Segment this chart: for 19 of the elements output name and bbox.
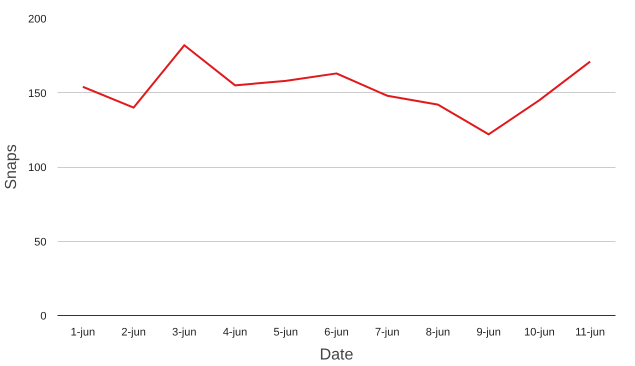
y-tick-label: 50 [34, 236, 47, 248]
x-tick-label: 8-jun [426, 326, 450, 338]
line-series [82, 44, 592, 136]
y-axis-title: Snaps [3, 144, 20, 190]
x-tick-label: 10-jun [524, 326, 555, 338]
x-tick-label: 11-jun [575, 326, 606, 338]
x-tick-label: 3-jun [172, 326, 197, 338]
y-tick-label: 150 [28, 88, 47, 100]
y-tick-label: 100 [28, 162, 47, 174]
x-tick-label: 9-jun [476, 326, 501, 338]
x-axis-title: Date [320, 346, 354, 364]
y-tick-label: 0 [40, 310, 47, 322]
x-tick-label: 1-jun [70, 326, 96, 338]
x-tick-label: 7-jun [374, 326, 400, 338]
x-tick-label: 4-jun [222, 326, 248, 338]
x-tick-label: 6-jun [324, 326, 349, 338]
x-tick-label: 5-jun [274, 326, 298, 338]
y-tick-label: 200 [28, 14, 47, 26]
x-tick-label: 2-jun [121, 326, 146, 338]
